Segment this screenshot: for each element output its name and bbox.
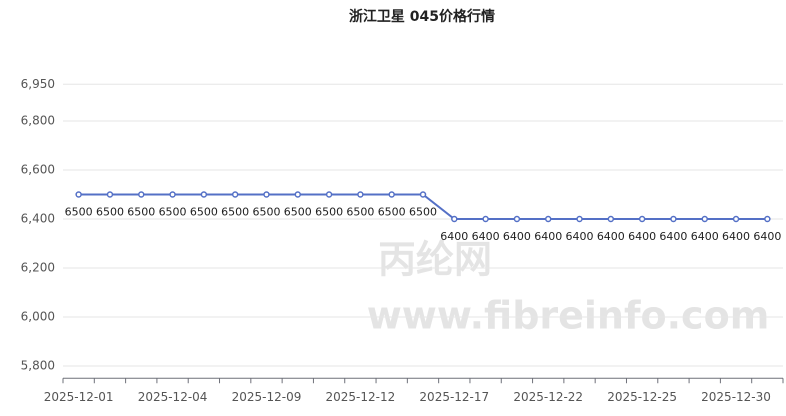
data-label: 6500 bbox=[315, 206, 343, 219]
point bbox=[357, 191, 364, 198]
data-label: 6500 bbox=[409, 206, 437, 219]
data-label: 6400 bbox=[659, 230, 687, 243]
point bbox=[607, 215, 615, 223]
data-label: 6500 bbox=[221, 206, 249, 219]
y-tick-label: 6,200 bbox=[21, 261, 55, 275]
x-tick-label: 2025-12-12 bbox=[326, 390, 396, 404]
point bbox=[482, 215, 489, 223]
point bbox=[701, 215, 708, 223]
data-label: 6500 bbox=[159, 206, 187, 219]
point bbox=[263, 191, 270, 198]
point bbox=[388, 191, 395, 198]
data-label: 6400 bbox=[691, 230, 719, 243]
data-label: 6500 bbox=[65, 206, 93, 219]
data-label: 6400 bbox=[597, 230, 625, 243]
x-tick-label: 2025-12-04 bbox=[138, 390, 208, 404]
y-tick-label: 6,800 bbox=[21, 114, 55, 128]
point bbox=[670, 215, 677, 223]
data-label: 6500 bbox=[346, 206, 374, 219]
point bbox=[419, 191, 427, 198]
data-label: 6500 bbox=[96, 206, 124, 219]
point bbox=[294, 191, 302, 198]
point bbox=[200, 191, 208, 198]
point bbox=[764, 215, 771, 223]
x-tick-label: 2025-12-01 bbox=[44, 390, 114, 404]
x-tick-label: 2025-12-30 bbox=[701, 390, 771, 404]
data-label: 6400 bbox=[472, 230, 500, 243]
data-label: 6500 bbox=[127, 206, 155, 219]
point bbox=[576, 215, 583, 223]
y-tick-label: 6,400 bbox=[21, 212, 55, 226]
point bbox=[325, 191, 333, 198]
data-label: 6500 bbox=[190, 206, 218, 219]
watermark: www.fibreinfo.com bbox=[367, 294, 770, 338]
x-tick-label: 2025-12-09 bbox=[232, 390, 302, 404]
data-label: 6400 bbox=[440, 230, 468, 243]
y-tick-label: 5,800 bbox=[21, 359, 55, 373]
point bbox=[138, 191, 145, 198]
point bbox=[513, 215, 521, 223]
data-label: 6400 bbox=[722, 230, 750, 243]
point bbox=[638, 215, 646, 223]
point bbox=[451, 215, 458, 223]
y-tick-label: 6,950 bbox=[21, 77, 55, 91]
data-label: 6500 bbox=[378, 206, 406, 219]
data-label: 6500 bbox=[284, 206, 312, 219]
data-label: 6500 bbox=[252, 206, 280, 219]
x-tick-label: 2025-12-17 bbox=[419, 390, 489, 404]
watermark: 丙纶网 bbox=[378, 238, 492, 282]
data-label: 6400 bbox=[628, 230, 656, 243]
point bbox=[106, 191, 114, 198]
point bbox=[75, 191, 82, 198]
point bbox=[231, 191, 239, 198]
chart-title: 浙江卫星 045价格行情 bbox=[349, 8, 495, 25]
x-tick-label: 2025-12-25 bbox=[607, 390, 677, 404]
point bbox=[732, 215, 740, 223]
point bbox=[544, 215, 552, 223]
data-label: 6400 bbox=[566, 230, 594, 243]
y-tick-label: 6,000 bbox=[21, 310, 55, 324]
x-tick-label: 2025-12-22 bbox=[513, 390, 583, 404]
point bbox=[169, 191, 176, 198]
data-label: 6400 bbox=[534, 230, 562, 243]
y-tick-label: 6,600 bbox=[21, 163, 55, 177]
data-label: 6400 bbox=[753, 230, 781, 243]
data-label: 6400 bbox=[503, 230, 531, 243]
